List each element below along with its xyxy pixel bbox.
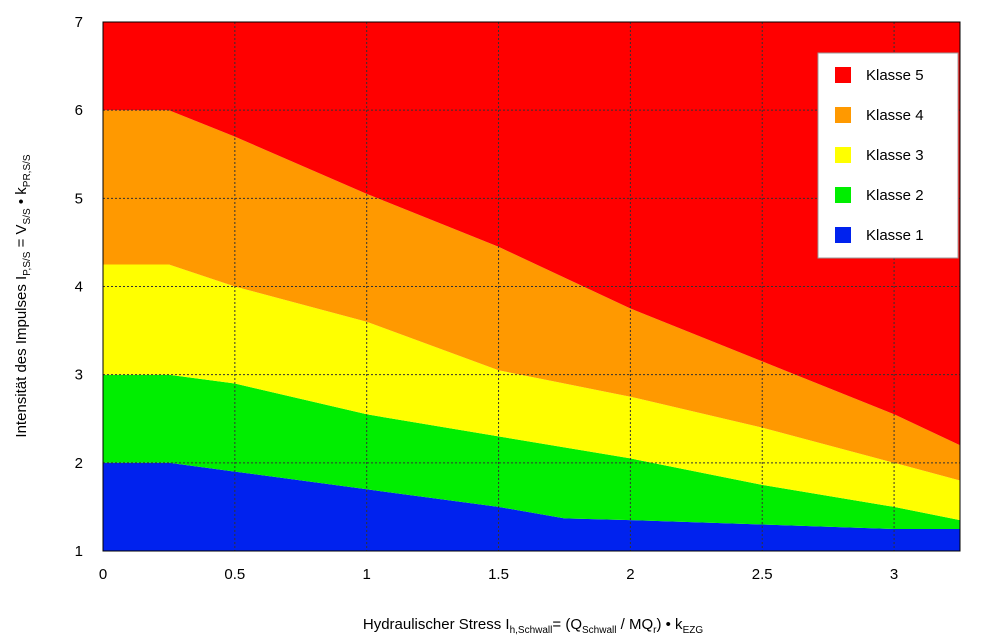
class-area-5 <box>103 22 960 446</box>
x-label-mq-sub: r <box>653 625 657 636</box>
y-label-tail: • k <box>13 187 30 209</box>
legend-label: Klasse 3 <box>866 147 924 164</box>
class-area-2 <box>103 374 960 529</box>
y-axis-label: Intensität des Impulses IP,S/S = VS/S • … <box>13 154 33 437</box>
x-label-main-sub: h,Schwall <box>510 625 553 636</box>
y-tick-label: 1 <box>75 543 83 560</box>
legend-swatch <box>835 107 851 123</box>
y-label-main: Intensität des Impulses I <box>13 276 30 438</box>
class-area-3 <box>103 264 960 521</box>
x-axis-ticks: 0 0.5 1 1.5 2 2.5 3 <box>99 566 898 583</box>
x-tick-label: 1.5 <box>488 566 509 583</box>
y-tick-label: 4 <box>75 279 83 296</box>
y-tick-label: 7 <box>75 14 83 31</box>
legend-swatch <box>835 67 851 83</box>
x-tick-label: 2.5 <box>752 566 773 583</box>
legend-swatch <box>835 187 851 203</box>
x-tick-label: 0.5 <box>224 566 245 583</box>
legend-swatch <box>835 147 851 163</box>
legend-label: Klasse 4 <box>866 107 924 124</box>
y-tick-label: 3 <box>75 367 83 384</box>
legend: Klasse 5 Klasse 4 Klasse 3 Klasse 2 Klasse 1 <box>817 52 959 259</box>
x-axis-label: Hydraulischer Stress Ih,Schwall= (QSchwa… <box>363 616 703 636</box>
y-axis-ticks: 1 2 3 4 5 6 7 <box>75 14 83 560</box>
y-label-main-sub: P,S/S <box>22 251 33 276</box>
x-label-tail: ) • k <box>656 616 683 633</box>
class-area-1 <box>103 462 960 551</box>
x-label-mid: / MQ <box>616 616 653 633</box>
plot-frame <box>102 21 961 552</box>
y-tick-label: 6 <box>75 102 83 119</box>
x-label-k-sub: EZG <box>683 625 704 636</box>
y-tick-label: 5 <box>75 190 83 207</box>
legend-label: Klasse 1 <box>866 227 924 244</box>
plot-areas <box>103 22 960 551</box>
class-area-4 <box>103 110 960 481</box>
x-label-main: Hydraulischer Stress I <box>363 616 510 633</box>
x-tick-label: 2 <box>626 566 634 583</box>
legend-swatch <box>835 227 851 243</box>
y-label-v-sub: S/S <box>22 208 33 224</box>
x-label-eq: = (Q <box>552 616 582 633</box>
x-tick-label: 0 <box>99 566 107 583</box>
y-label-k-sub: PR,S/S <box>22 154 33 187</box>
y-label-eq: = V <box>13 224 30 251</box>
x-tick-label: 3 <box>890 566 898 583</box>
grid-lines <box>103 22 960 551</box>
y-tick-label: 2 <box>75 455 83 472</box>
x-label-q-sub: Schwall <box>582 625 616 636</box>
legend-label: Klasse 2 <box>866 187 924 204</box>
x-tick-label: 1 <box>363 566 371 583</box>
legend-label: Klasse 5 <box>866 67 924 84</box>
